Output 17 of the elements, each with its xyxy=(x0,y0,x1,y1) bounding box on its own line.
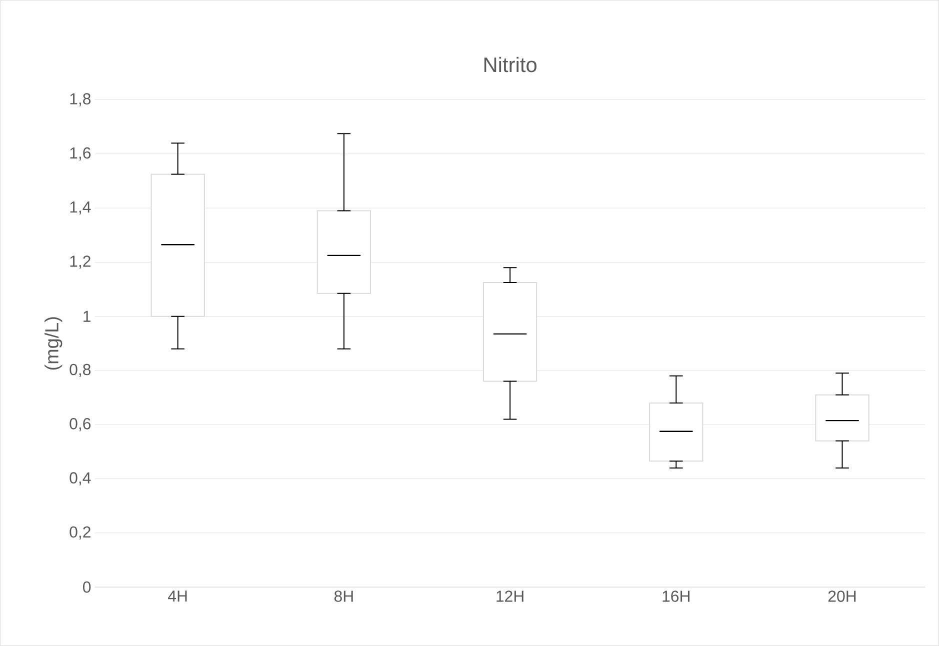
y-tick-label: 1,4 xyxy=(70,202,91,215)
y-tick-label: 0 xyxy=(83,582,91,593)
y-tick-label: 1,8 xyxy=(70,93,91,106)
chart-title: Nitrito xyxy=(484,56,536,72)
y-tick-label: 0,2 xyxy=(70,526,90,540)
y-tick-label: 1 xyxy=(84,310,90,322)
x-tick-label: 12H xyxy=(496,590,524,602)
x-tick-label: 4H xyxy=(168,590,187,602)
y-tick-label: 0,6 xyxy=(70,418,91,432)
y-tick-label: 0,4 xyxy=(70,472,91,486)
x-tick-label: 8H xyxy=(334,590,353,602)
y-axis-title: (mg/L) xyxy=(44,317,62,370)
y-tick-label: 1,2 xyxy=(70,256,90,269)
y-tick-label: 0,8 xyxy=(70,364,91,378)
y-tick-label: 1,6 xyxy=(70,147,91,161)
x-tick-label: 20H xyxy=(828,590,856,602)
x-tick-label: 16H xyxy=(662,590,690,602)
